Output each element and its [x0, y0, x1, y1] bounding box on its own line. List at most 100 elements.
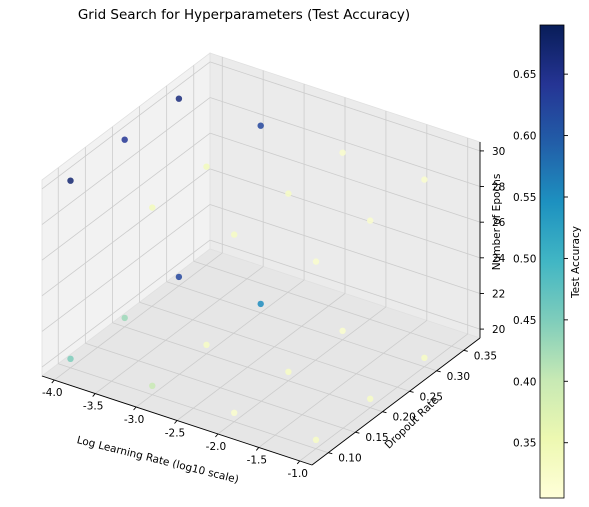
z-grid-line: [209, 168, 481, 259]
scatter-point: [285, 368, 292, 375]
z-grid-line: [41, 97, 211, 225]
scatter-point: [121, 314, 128, 322]
x-tick-label: -2.0: [206, 441, 227, 453]
x-tick-label: -3.0: [124, 414, 145, 426]
scatter-point: [231, 231, 238, 238]
colorbar-tick-label: 0.60: [513, 131, 536, 143]
scatter-point: [203, 163, 210, 170]
z-grid-line: [209, 132, 481, 223]
scatter-point: [175, 95, 183, 102]
z-grid-line: [209, 61, 481, 152]
x-tick-label: -3.5: [83, 401, 104, 413]
x-tick-mark: [296, 460, 301, 465]
colorbar-label: Test Accuracy: [570, 226, 582, 299]
y-axis-line: [311, 337, 481, 466]
z-tick-label: 28: [492, 182, 505, 194]
scatter-point: [312, 258, 320, 265]
x-axis-ticks: -4.0 -3.5 -3.0 -2.5 -2.0 -1.5 -1.0: [42, 379, 308, 480]
y-tick-label: 0.15: [365, 432, 388, 444]
y-tick-mark: [328, 452, 333, 455]
z-tick-label: 20: [492, 324, 505, 336]
z-tick-label: 30: [492, 146, 505, 158]
z-grid-line: [41, 204, 211, 332]
colorbar-ticks: 0.35 0.40 0.45 0.50 0.55 0.60 0.65: [513, 69, 568, 450]
scatter-point: [421, 176, 428, 183]
y-grid-line: [166, 281, 437, 372]
x-tick-mark: [51, 379, 55, 384]
colorbar-tick-label: 0.50: [513, 253, 536, 265]
x-tick-mark: [133, 406, 137, 411]
x-tick-mark: [255, 447, 260, 451]
scatter-point: [203, 341, 210, 348]
scatter-point: [257, 122, 264, 129]
scatter-points: [67, 95, 428, 443]
y-axis-ticks: 0.10 0.15 0.20 0.25 0.30 0.35: [328, 349, 497, 465]
z-grid-line: [41, 168, 211, 297]
x-grid-line: [176, 293, 346, 421]
z-grid-line: [41, 61, 211, 190]
scatter-point: [231, 409, 238, 416]
colorbar: [539, 24, 565, 499]
y-tick-label: 0.30: [447, 371, 470, 383]
x-grid-line: [258, 320, 428, 448]
z-grid-line: [209, 239, 481, 330]
scatter-point: [257, 300, 264, 308]
y-grid-line: [112, 322, 383, 413]
z-axis-ticks: 20 22 24 26 28 30: [480, 146, 506, 336]
scatter-point: [339, 149, 346, 156]
colorbar-tick-label: 0.65: [513, 69, 536, 81]
grid-lines: [41, 57, 481, 462]
y-grid-line: [139, 301, 410, 392]
scatter-point: [121, 136, 128, 143]
scatter-point: [312, 436, 320, 443]
x-tick-label: -1.5: [247, 454, 268, 466]
y-tick-mark: [436, 370, 441, 373]
scatter-point: [367, 217, 374, 224]
y-grid-line: [85, 342, 356, 433]
z-grid-line: [41, 239, 211, 368]
z-tick-label: 26: [492, 217, 506, 229]
z-tick-label: 22: [492, 288, 505, 300]
scatter-point: [421, 354, 428, 361]
y-tick-label: 0.25: [420, 391, 443, 403]
colorbar-tick-label: 0.55: [513, 192, 536, 204]
x-grid-line: [94, 266, 264, 394]
x-grid-line: [54, 252, 223, 381]
x-tick-mark: [215, 433, 219, 438]
scatter-point: [67, 177, 74, 184]
z-grid-line: [209, 204, 481, 294]
z-grid-line: [41, 132, 211, 261]
y-tick-mark: [382, 411, 387, 414]
x-grid-line: [135, 279, 305, 408]
x-tick-label: -2.5: [165, 428, 186, 440]
y-tick-mark: [463, 349, 468, 352]
scatter-point: [149, 204, 156, 211]
scatter-point: [149, 382, 156, 389]
pane-backgrounds: [41, 52, 481, 466]
z-tick-label: 24: [492, 253, 506, 265]
x-tick-label: -1.0: [287, 468, 308, 480]
scatter-point: [175, 273, 183, 281]
y-tick-label: 0.35: [474, 350, 497, 362]
y-tick-mark: [409, 390, 414, 393]
scatter-point: [285, 190, 292, 197]
chart-title: Grid Search for Hyperparameters (Test Ac…: [78, 7, 410, 23]
scatter-point: [67, 355, 74, 362]
z-grid-line: [209, 97, 481, 187]
colorbar-tick-label: 0.35: [513, 438, 536, 450]
y-grid-line: [58, 363, 329, 454]
y-tick-mark: [355, 431, 360, 434]
x-tick-mark: [92, 393, 96, 397]
x-tick-mark: [174, 420, 178, 424]
colorbar-tick-label: 0.45: [513, 315, 536, 327]
colorbar-tick-label: 0.40: [513, 376, 536, 388]
x-grid-line: [217, 306, 387, 435]
x-tick-label: -4.0: [42, 387, 63, 399]
y-tick-label: 0.20: [392, 412, 415, 424]
scatter-point: [367, 395, 374, 402]
y-tick-label: 0.10: [338, 453, 361, 465]
z-axis-label: Number of Epochs: [491, 174, 503, 271]
y-grid-line: [193, 260, 464, 351]
scatter-point: [339, 327, 346, 334]
